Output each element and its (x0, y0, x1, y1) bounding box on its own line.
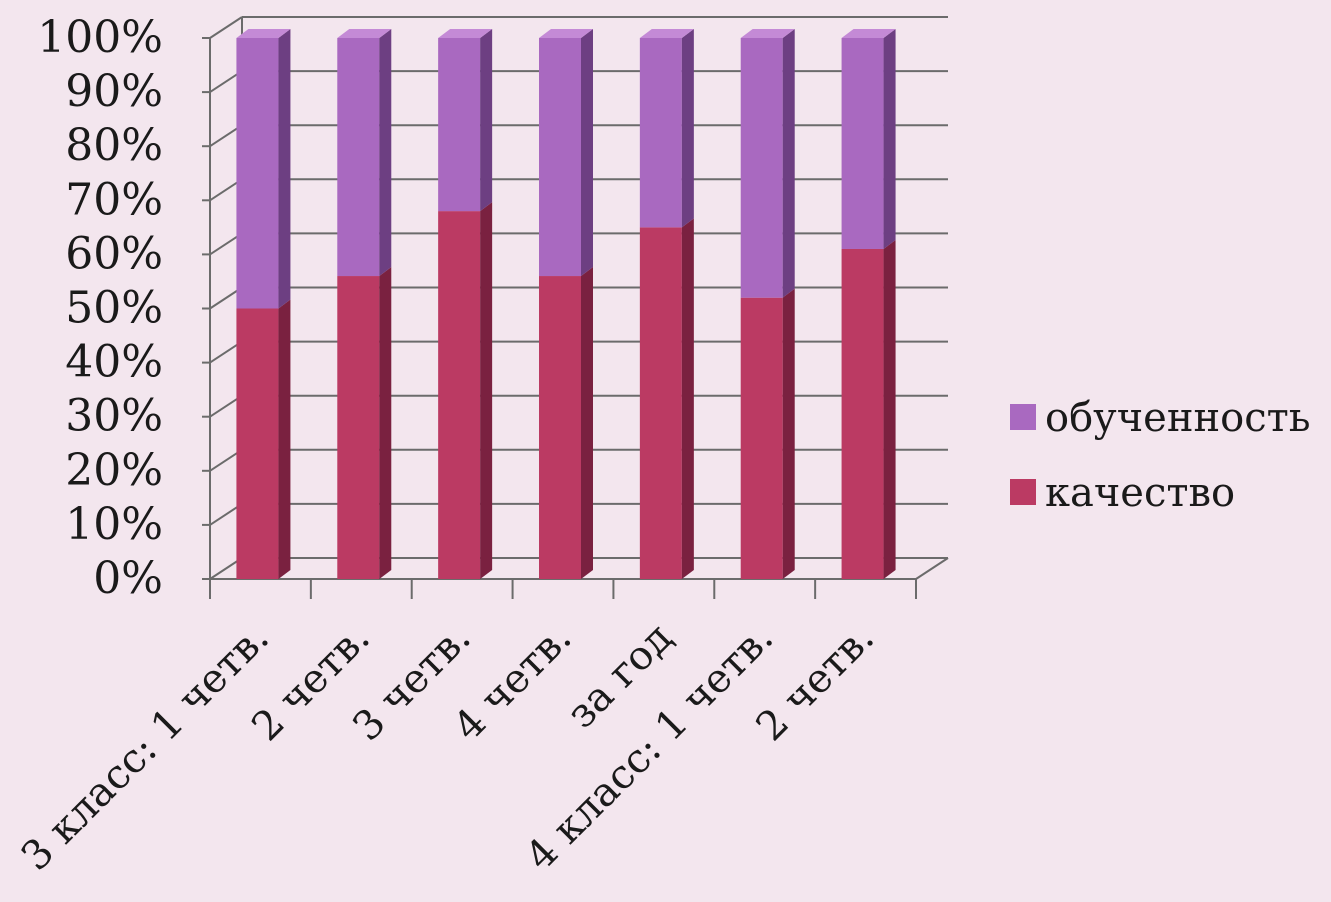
y-tick-label: 70% (65, 174, 163, 225)
floor-edge (915, 557, 949, 580)
bar-side-obuchennost (480, 29, 493, 212)
x-tick-label: 3 класс: 1 четв. (13, 615, 278, 880)
bar-top (740, 29, 795, 38)
bar-side-obuchennost (379, 29, 392, 277)
bar-top (337, 29, 392, 38)
bar-side-kachestvo (782, 288, 795, 579)
bar-top (539, 29, 593, 38)
bar-obuchennost (236, 38, 279, 309)
bar-side-kachestvo (480, 202, 493, 579)
bar-kachestvo (539, 276, 581, 579)
y-tick-label: 90% (65, 66, 163, 117)
bar-side-kachestvo (278, 299, 291, 579)
bar-kachestvo (236, 308, 279, 579)
bar-obuchennost (639, 38, 682, 228)
bar-kachestvo (438, 211, 481, 579)
bar-top (236, 29, 291, 38)
bar-side-obuchennost (681, 29, 694, 228)
x-tick-labels: 3 класс: 1 четв.2 четв.3 четв.4 четв.за … (13, 615, 883, 880)
bar-kachestvo (639, 227, 682, 579)
bar-side-obuchennost (883, 29, 896, 249)
y-tick-label: 20% (65, 445, 163, 496)
bars (236, 29, 896, 580)
legend-swatch-obuchennost (1010, 404, 1036, 430)
legend-label-kachestvo: качество (1045, 470, 1235, 516)
bar-side-obuchennost (278, 29, 291, 309)
y-tick-label: 50% (65, 283, 163, 334)
bar-obuchennost (539, 38, 581, 277)
bar-side-kachestvo (681, 218, 694, 579)
bar-side-kachestvo (883, 239, 896, 580)
legend-label-obuchennost: обученность (1045, 395, 1311, 441)
y-tick-label: 100% (37, 12, 163, 63)
bar-obuchennost (740, 38, 783, 298)
bar-obuchennost (841, 38, 884, 249)
bar-obuchennost (337, 38, 380, 277)
bar-side-kachestvo (581, 267, 593, 579)
y-tick-label: 80% (65, 120, 163, 171)
y-tick-label: 30% (65, 391, 163, 442)
bar-top (438, 29, 493, 38)
bar-top (841, 29, 896, 38)
y-tick-labels: 0%10%20%30%40%50%60%70%80%90%100% (37, 12, 163, 604)
y-tick-label: 40% (65, 337, 163, 388)
bar-side-obuchennost (782, 29, 795, 298)
y-tick-label: 0% (93, 553, 163, 604)
bar-kachestvo (337, 276, 380, 579)
legend: обученность качество (1010, 395, 1311, 516)
bar-kachestvo (841, 248, 884, 580)
grid-diagonal (209, 16, 243, 39)
y-tick-label: 60% (65, 228, 163, 279)
bar-top (639, 29, 694, 38)
bar-side-obuchennost (581, 29, 593, 277)
legend-swatch-kachestvo (1010, 479, 1036, 505)
bar-kachestvo (740, 297, 783, 579)
bar-side-kachestvo (379, 267, 392, 579)
bar-obuchennost (438, 38, 481, 212)
y-tick-label: 10% (65, 499, 163, 550)
